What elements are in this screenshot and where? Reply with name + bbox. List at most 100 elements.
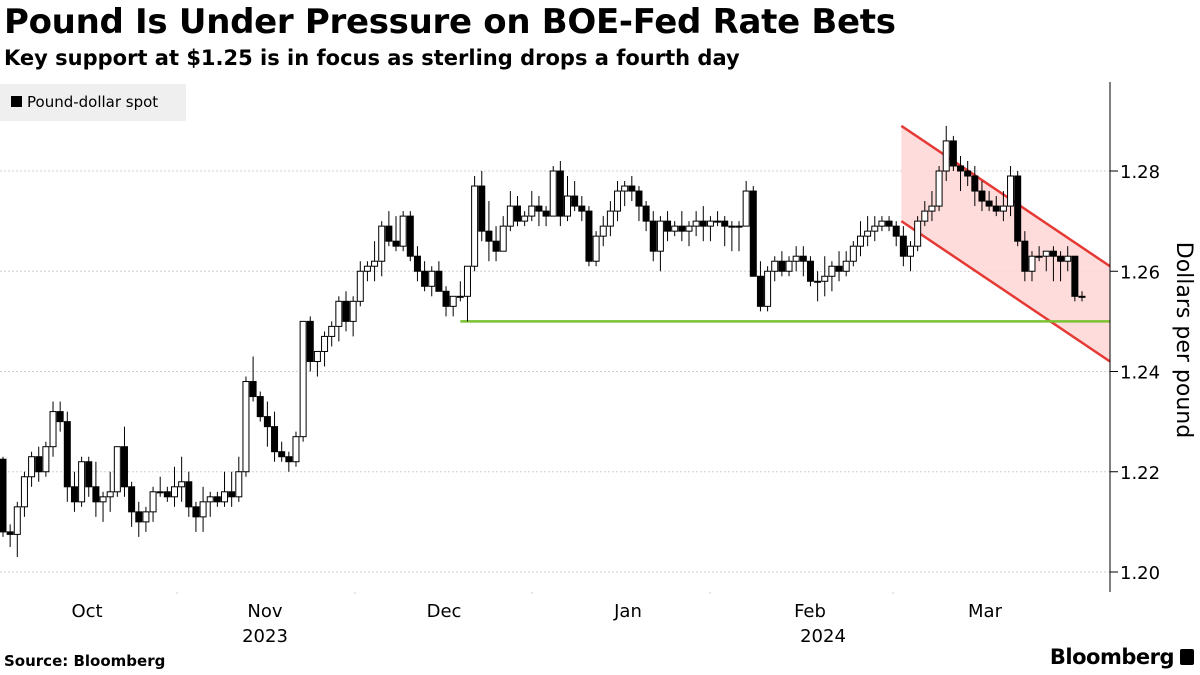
candle-body	[56, 411, 64, 423]
candle-body	[642, 205, 650, 222]
candle-body	[99, 496, 107, 503]
candle-body	[871, 225, 879, 232]
candle-body	[699, 220, 707, 227]
candle-body	[142, 511, 150, 523]
candle-body	[606, 210, 614, 227]
candle-body	[128, 486, 136, 513]
candle-body	[692, 220, 700, 227]
candle-body	[106, 491, 114, 498]
candle-body	[213, 496, 221, 503]
candle-body	[263, 416, 271, 428]
candle-body	[321, 335, 329, 352]
candle-body	[835, 265, 843, 272]
candle-body	[928, 205, 936, 212]
candle-body	[714, 220, 722, 223]
candle-body	[78, 461, 86, 503]
candle-body	[428, 270, 436, 287]
candle-body	[1071, 255, 1079, 297]
x-tick-label: Feb	[794, 601, 826, 622]
candle-body	[156, 491, 164, 494]
candle-body	[1007, 175, 1015, 207]
candle-body	[678, 225, 686, 232]
candle-body	[206, 496, 214, 503]
candle-body	[892, 225, 900, 237]
candle-body	[485, 230, 493, 242]
candle-body	[885, 220, 893, 227]
candle-body	[249, 381, 257, 398]
y-axis-title: Dollars per pound	[1171, 242, 1196, 438]
candle-body	[471, 185, 479, 267]
candle-body	[85, 461, 93, 488]
candle-body	[828, 265, 836, 277]
candle-body	[585, 210, 593, 262]
y-tick-label: 1.26	[1120, 262, 1160, 283]
candle-body	[335, 300, 343, 327]
candle-body	[1078, 295, 1086, 298]
downtrend-channel	[900, 124, 1111, 363]
candle-body	[406, 215, 414, 257]
candle-body	[992, 205, 1000, 212]
candle-body	[478, 185, 486, 232]
candle-body	[706, 220, 714, 227]
x-tick-label: Mar	[968, 601, 1003, 622]
candle-body	[135, 511, 143, 523]
candle-body	[899, 235, 907, 257]
bloomberg-terminal-icon	[1180, 649, 1194, 665]
candle-body	[363, 265, 371, 272]
brand-logo: Bloomberg	[1050, 645, 1194, 669]
candle-body	[728, 225, 736, 228]
candle-body	[178, 481, 186, 488]
candle-body	[442, 290, 450, 307]
candle-body	[13, 506, 21, 535]
x-tick-label: Jan	[613, 601, 642, 622]
legend-box	[0, 84, 186, 121]
candle-body	[356, 270, 364, 302]
candle-body	[535, 205, 543, 212]
candle-body	[921, 210, 929, 222]
legend-label: Pound-dollar spot	[27, 93, 158, 111]
candle-body	[521, 215, 529, 222]
candle-body	[413, 255, 421, 272]
candle-body	[42, 446, 50, 473]
x-tick-label: Oct	[71, 601, 102, 622]
candle-body	[506, 205, 514, 227]
candle-body	[1028, 255, 1036, 272]
candle-body	[907, 245, 915, 257]
candle-body	[878, 220, 886, 227]
candle-body	[949, 140, 957, 167]
candle-body	[592, 235, 600, 262]
candle-body	[864, 230, 872, 237]
candle-body	[578, 205, 586, 212]
legend: Pound-dollar spot	[0, 84, 186, 121]
candle-body	[313, 350, 321, 362]
candle-body	[742, 190, 750, 227]
candle-body	[771, 260, 779, 272]
candle-body	[649, 220, 657, 252]
candle-body	[278, 451, 286, 458]
candle-body	[571, 195, 579, 207]
candle-body	[999, 205, 1007, 212]
candle-body	[849, 245, 857, 262]
candle-body	[792, 255, 800, 262]
candle-body	[449, 295, 457, 307]
x-year-label: 2023	[242, 626, 288, 647]
candle-body	[542, 210, 550, 217]
x-tick-label: Nov	[247, 601, 282, 622]
candle-body	[1035, 255, 1043, 258]
channel-fill	[901, 125, 1110, 362]
candle-body	[842, 260, 850, 272]
candle-body	[435, 270, 443, 292]
candle-body	[149, 491, 157, 513]
candle-body	[556, 170, 564, 217]
candle-body	[242, 381, 250, 473]
candle-body	[1021, 240, 1029, 272]
chart-subtitle: Key support at $1.25 is in focus as ster…	[4, 46, 740, 70]
candle-body	[814, 280, 822, 283]
candle-body	[635, 190, 643, 207]
candle-body	[306, 320, 314, 362]
candle-body	[342, 300, 350, 322]
candle-body	[685, 225, 693, 232]
candle-body	[299, 320, 307, 438]
candle-body	[721, 220, 729, 227]
